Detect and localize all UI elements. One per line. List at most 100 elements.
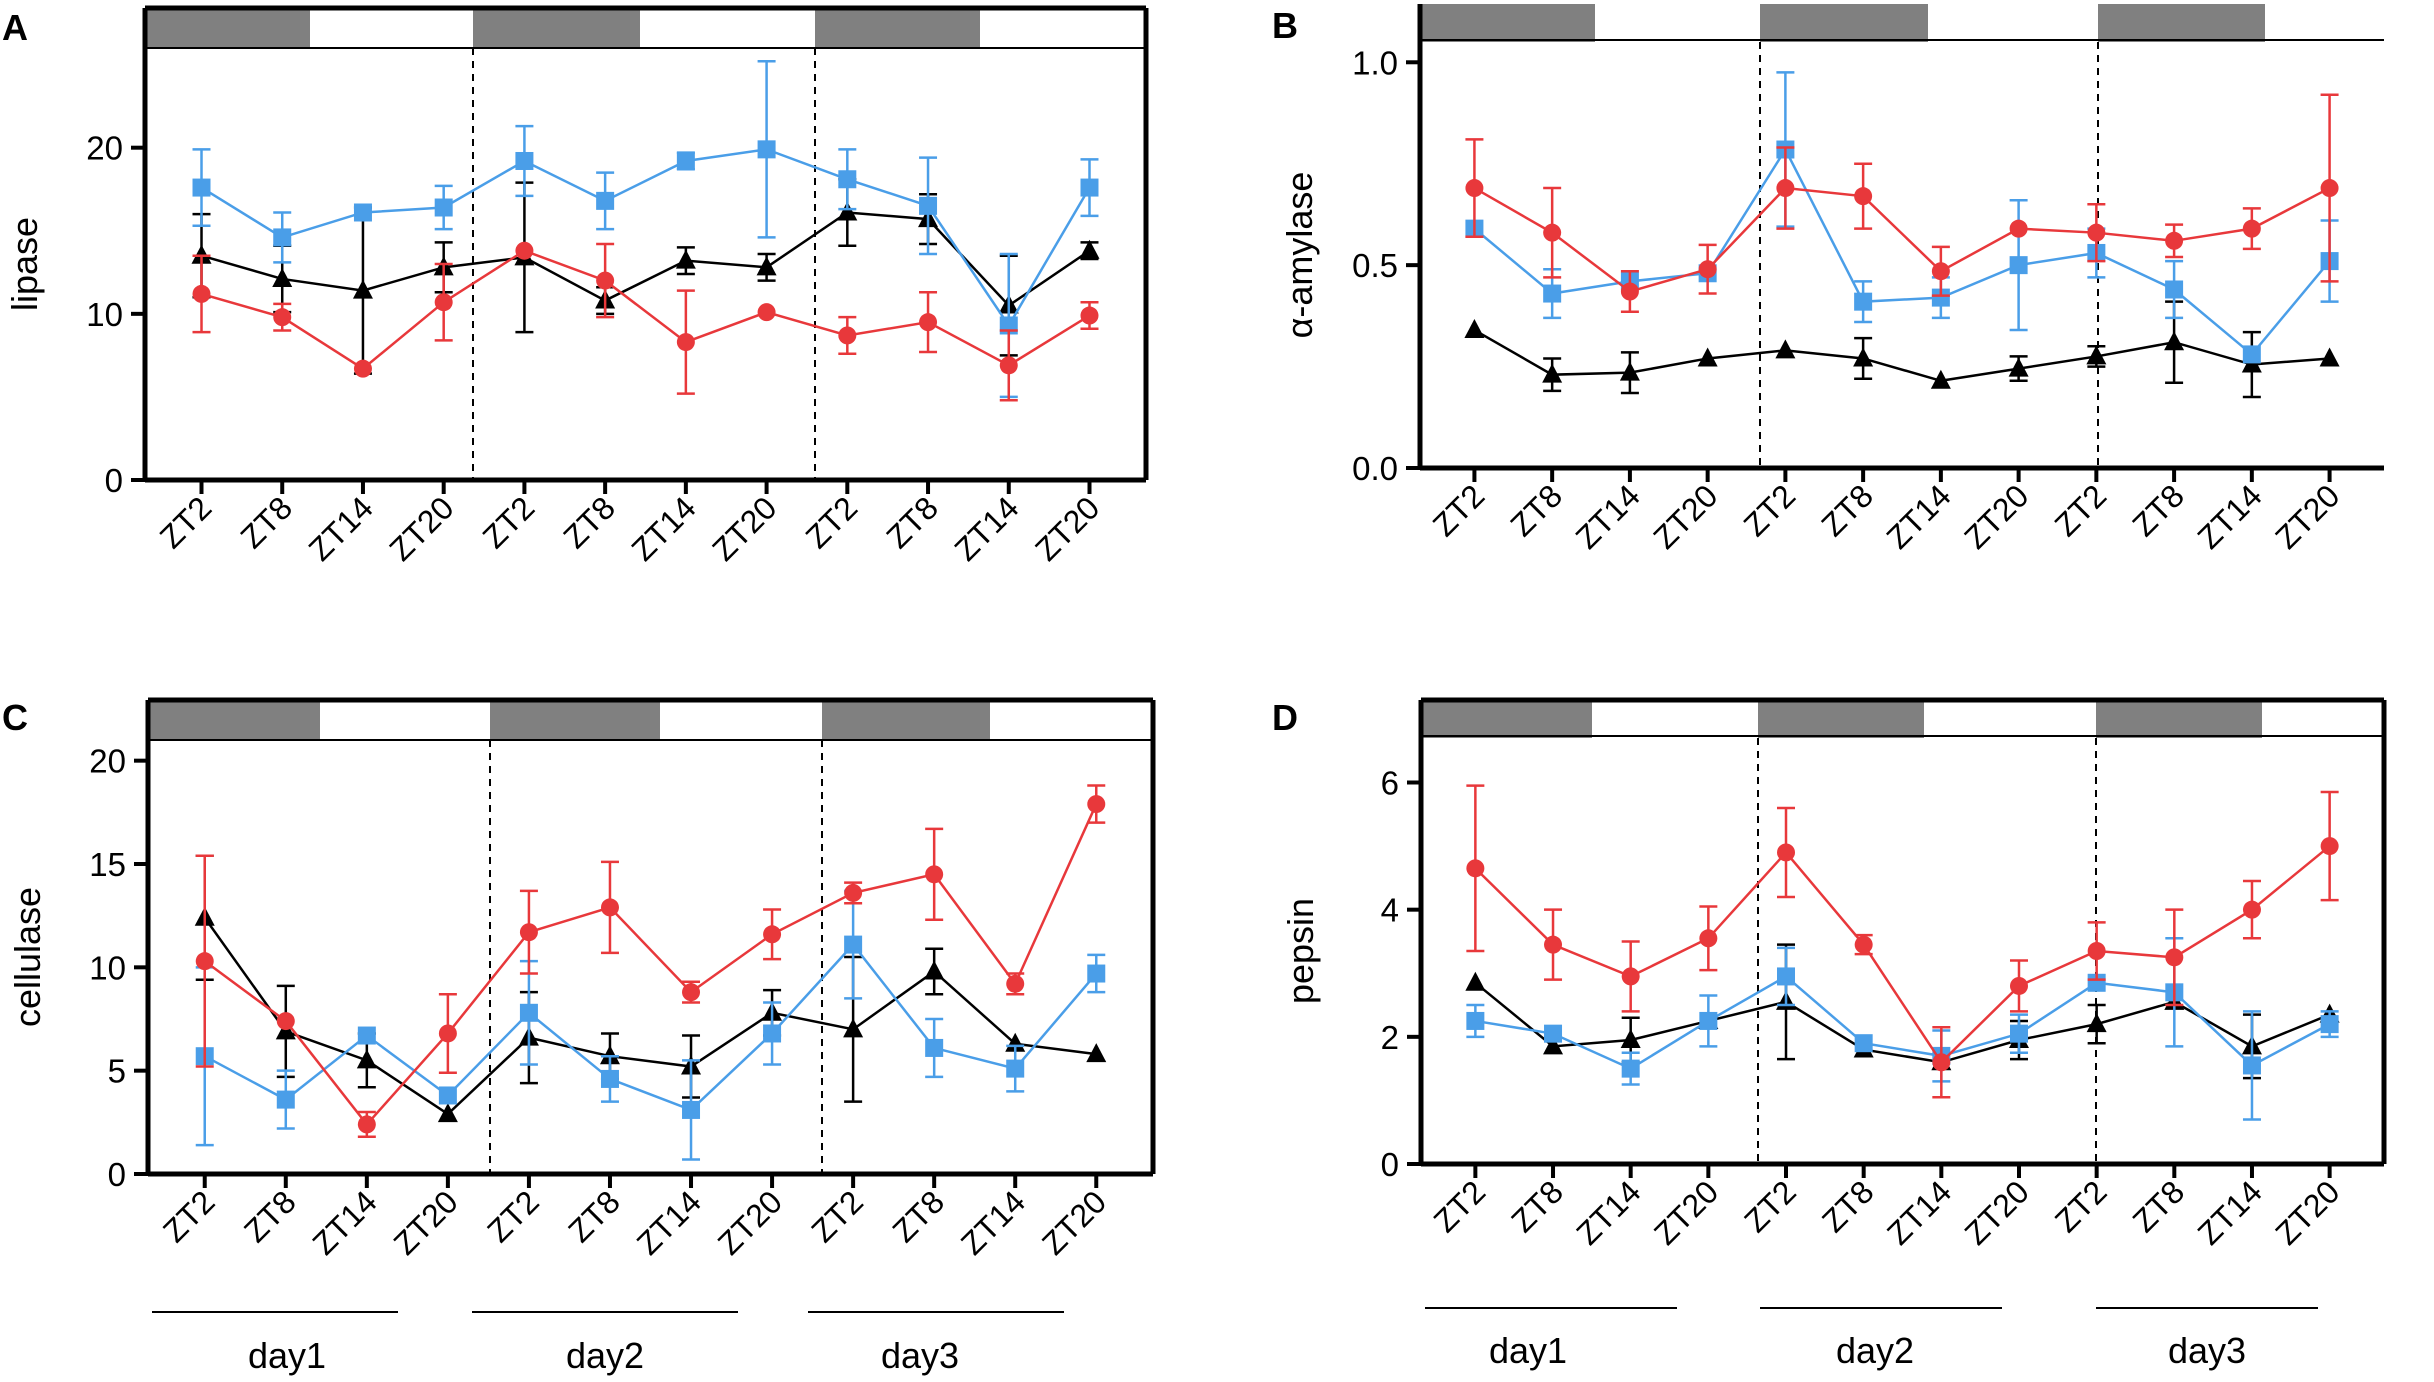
data-point xyxy=(596,271,615,290)
dark-phase-bar xyxy=(473,8,640,48)
data-point xyxy=(1775,339,1796,359)
y-tick-label: 0 xyxy=(108,1156,126,1193)
x-tick-label: ZT20 xyxy=(1028,489,1106,567)
data-point xyxy=(843,1018,864,1038)
data-point xyxy=(2320,179,2339,198)
x-tick-label: ZT8 xyxy=(2126,1173,2192,1239)
data-point xyxy=(1931,262,1950,281)
x-tick-label: ZT2 xyxy=(476,489,542,555)
dark-phase-bar xyxy=(2096,700,2262,738)
x-tick-label: ZT20 xyxy=(705,489,783,567)
data-point xyxy=(919,196,938,215)
y-tick-label: 10 xyxy=(86,296,123,333)
dark-phase-bar xyxy=(1421,700,1592,738)
data-point xyxy=(1006,1059,1025,1078)
dark-phase-bar xyxy=(1420,4,1595,42)
data-point xyxy=(1465,179,1484,198)
series-line xyxy=(204,942,1098,1112)
dark-phase-bar xyxy=(1758,700,1924,738)
y-tick-label: 20 xyxy=(89,743,126,780)
series-line xyxy=(200,148,1091,328)
data-point xyxy=(757,140,776,159)
x-tick-label: ZT2 xyxy=(156,1183,222,1249)
data-point xyxy=(2086,345,2107,365)
series-red xyxy=(1466,784,2339,1099)
x-tick-label: ZT2 xyxy=(1737,477,1803,543)
series-line xyxy=(203,803,1098,1127)
data-point xyxy=(600,1069,619,1088)
data-point xyxy=(596,191,615,210)
series-line xyxy=(1473,328,2330,383)
series-line xyxy=(1473,186,2331,293)
x-tick-label: ZT8 xyxy=(234,489,300,555)
panel-letter: D xyxy=(1272,697,1298,738)
data-point xyxy=(1464,319,1485,339)
data-point xyxy=(838,326,857,345)
day-label: day3 xyxy=(2168,1330,2246,1371)
data-point xyxy=(434,198,453,217)
x-tick-label: ZT14 xyxy=(1880,477,1958,555)
series-line xyxy=(1474,845,2331,1065)
data-point xyxy=(2242,1056,2261,1075)
data-point xyxy=(2242,219,2261,238)
series-black xyxy=(1465,943,2340,1080)
data-point xyxy=(2008,357,2029,377)
series-line xyxy=(203,917,1097,1116)
data-point xyxy=(1087,964,1106,983)
x-tick-label: ZT8 xyxy=(1815,1173,1881,1239)
data-point xyxy=(2009,219,2028,238)
data-point xyxy=(1777,843,1796,862)
data-point xyxy=(276,1090,295,1109)
data-point xyxy=(999,356,1018,375)
dark-phase-bar xyxy=(815,8,980,48)
y-axis-label: lipase xyxy=(4,217,45,311)
data-point xyxy=(2320,837,2339,856)
data-point xyxy=(1854,935,1873,954)
x-tick-label: ZT20 xyxy=(711,1183,789,1261)
data-point xyxy=(515,151,534,170)
data-point xyxy=(763,1024,782,1043)
data-point xyxy=(273,308,292,327)
dark-phase-bar xyxy=(148,700,320,740)
data-point xyxy=(1079,239,1100,259)
x-tick-label: ZT14 xyxy=(954,1183,1032,1261)
data-point xyxy=(2009,1024,2028,1043)
y-tick-label: 2 xyxy=(1381,1019,1399,1056)
x-tick-label: ZT20 xyxy=(1957,477,2035,555)
data-point xyxy=(2087,942,2106,960)
data-point xyxy=(2087,973,2106,992)
x-tick-label: ZT2 xyxy=(1426,477,1492,543)
data-point xyxy=(1777,967,1796,986)
x-tick-label: ZT14 xyxy=(1569,477,1647,555)
data-point xyxy=(1621,967,1640,986)
series-black xyxy=(194,854,1107,1123)
data-point xyxy=(1620,1029,1641,1049)
data-point xyxy=(2009,976,2028,995)
data-point xyxy=(357,1115,376,1134)
x-tick-label: ZT20 xyxy=(1647,1173,1725,1251)
data-point xyxy=(844,935,863,954)
data-point xyxy=(1699,1011,1718,1030)
y-tick-label: 5 xyxy=(108,1053,126,1090)
y-axis-label: α-amylase xyxy=(1279,172,1320,339)
data-point xyxy=(191,244,212,264)
y-tick-label: 10 xyxy=(89,949,126,986)
x-tick-label: ZT14 xyxy=(630,1183,708,1261)
data-point xyxy=(675,249,696,269)
data-point xyxy=(352,279,373,299)
data-point xyxy=(763,925,782,944)
data-point xyxy=(925,865,944,884)
x-tick-label: ZT8 xyxy=(1503,477,1569,543)
series-blue xyxy=(1465,71,2339,364)
day-label: day2 xyxy=(566,1335,644,1376)
data-point xyxy=(1699,929,1718,948)
data-point xyxy=(1465,971,1486,991)
series-line xyxy=(1473,146,2331,357)
x-tick-label: ZT20 xyxy=(1035,1183,1113,1261)
data-point xyxy=(1543,1035,1564,1055)
series-blue xyxy=(195,889,1106,1161)
data-point xyxy=(276,1012,295,1031)
